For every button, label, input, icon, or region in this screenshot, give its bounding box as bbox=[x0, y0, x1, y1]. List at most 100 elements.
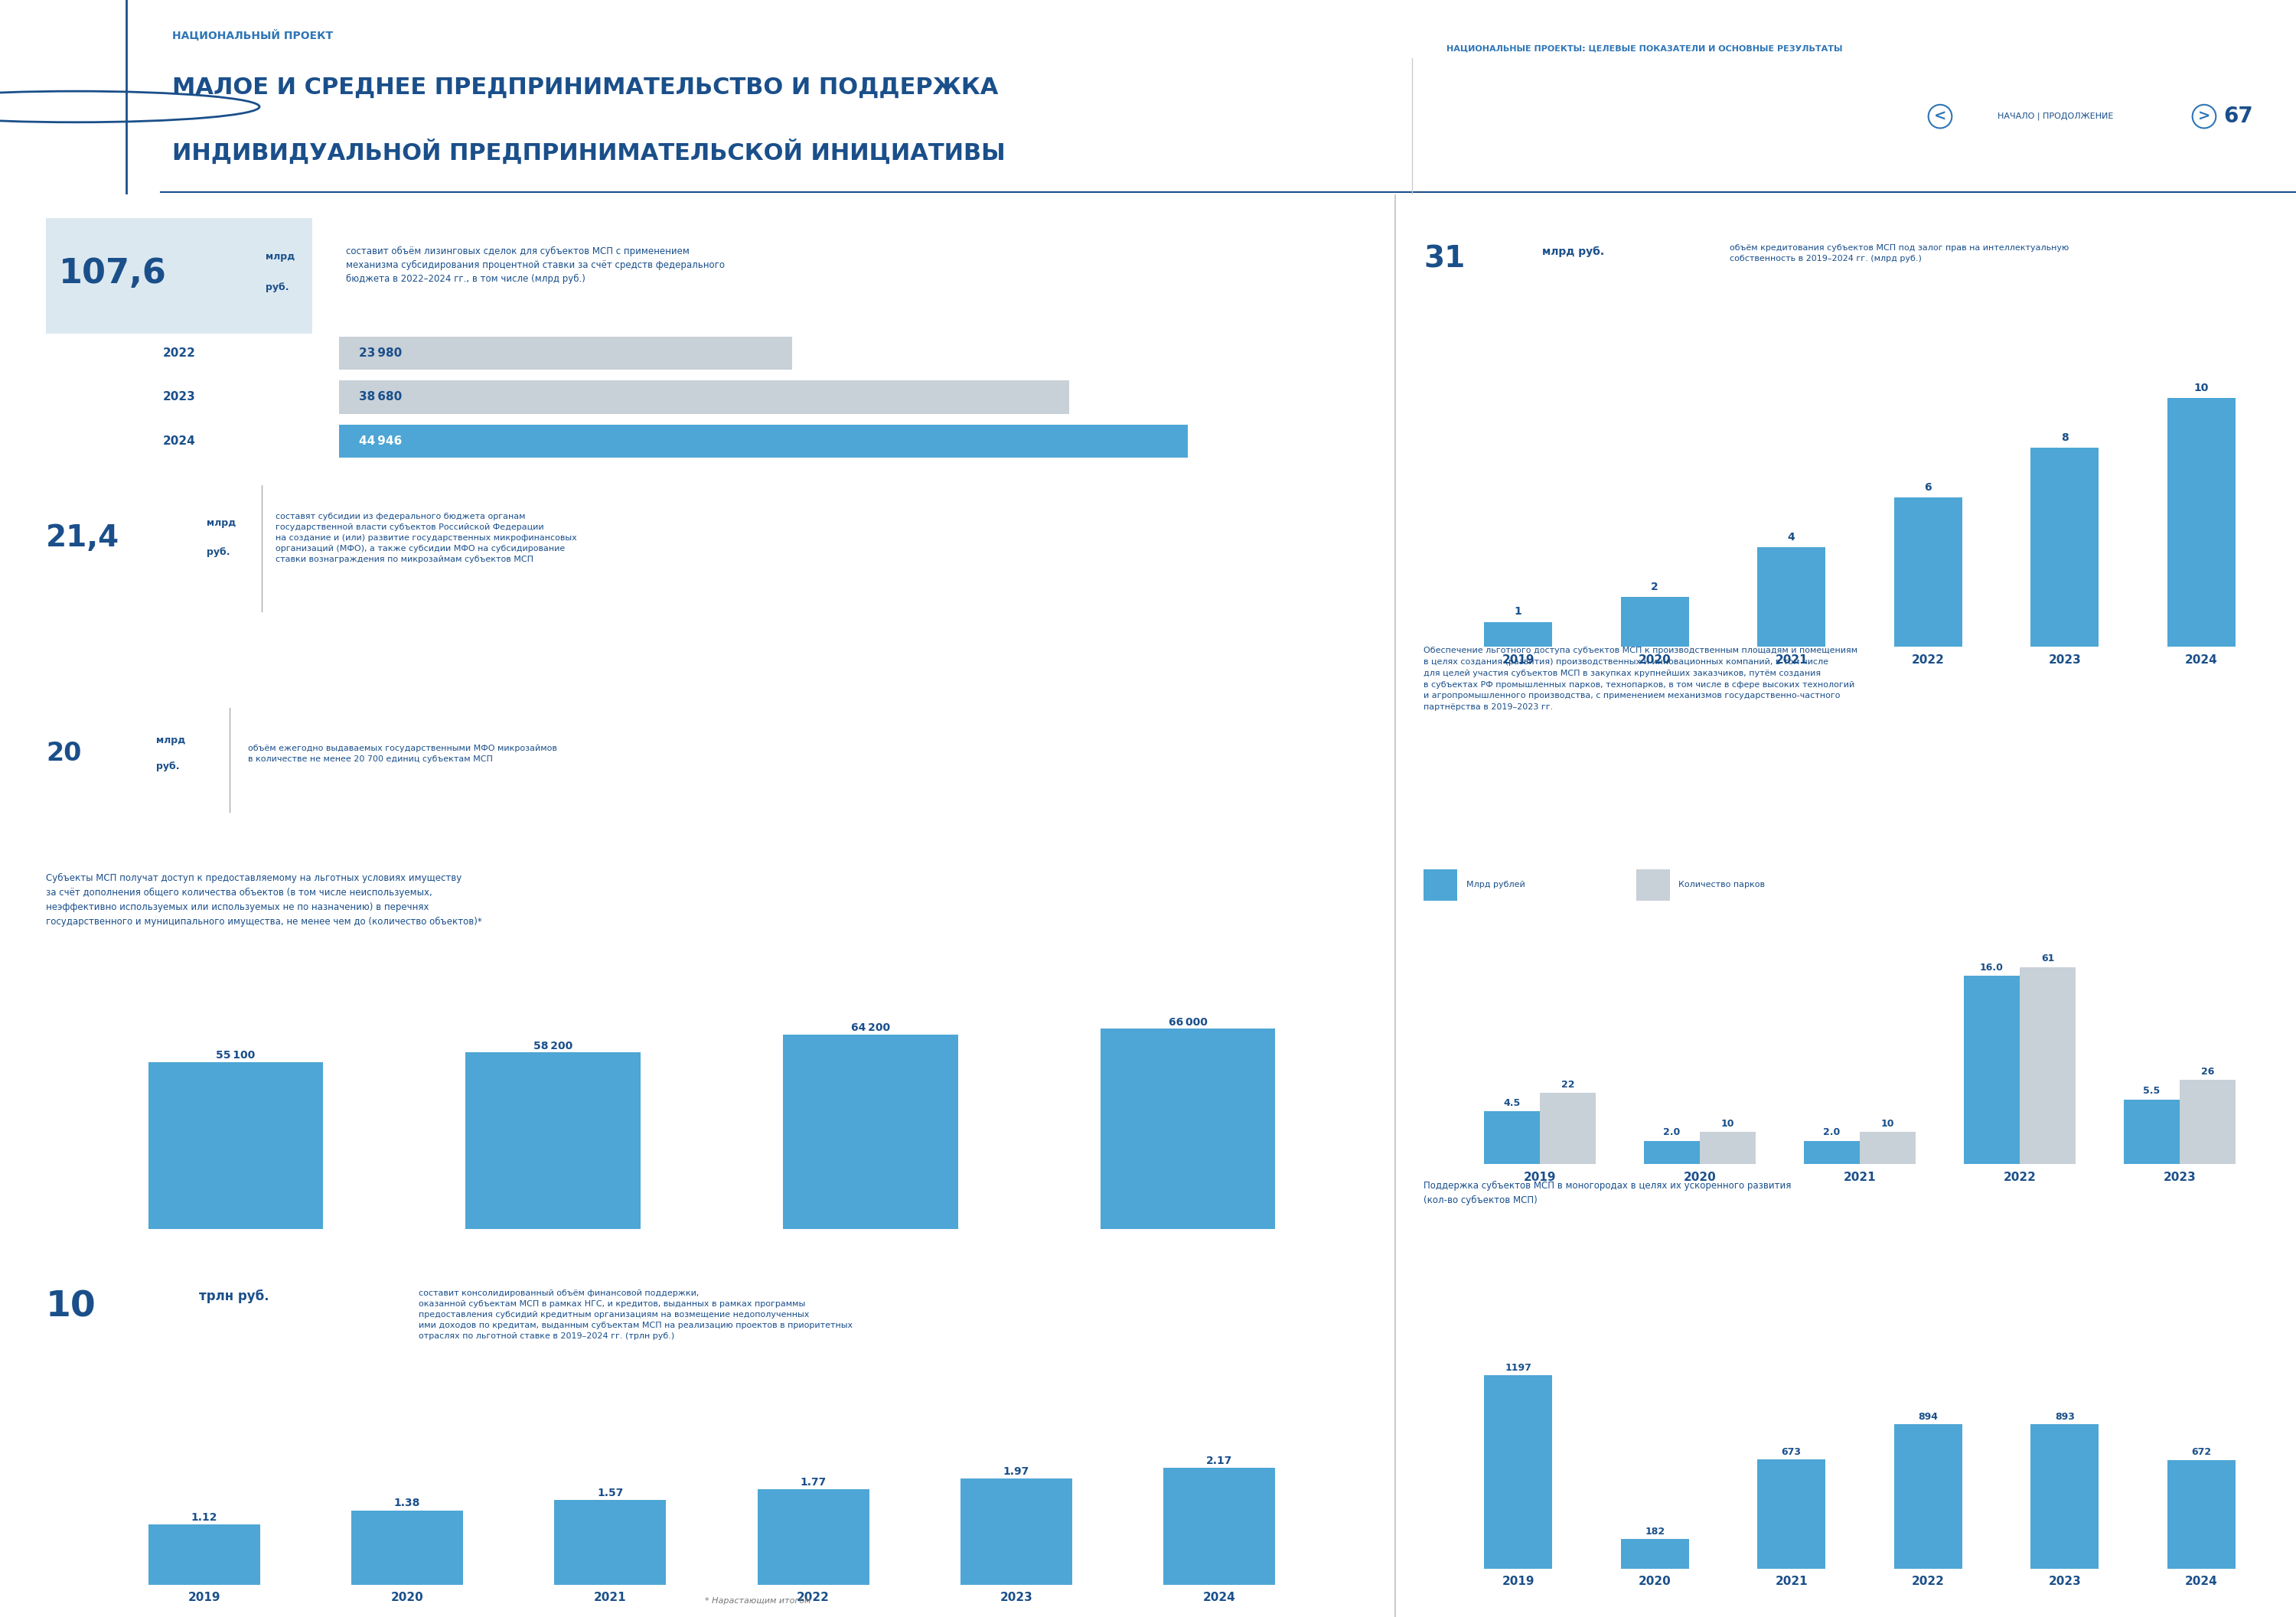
Text: 6: 6 bbox=[1924, 482, 1931, 493]
Text: 5.5: 5.5 bbox=[2142, 1087, 2161, 1096]
Bar bbox=[1424, 870, 1458, 901]
Text: 1.97: 1.97 bbox=[1003, 1467, 1029, 1476]
Text: МАЛОЕ И СРЕДНЕЕ ПРЕДПРИНИМАТЕЛЬСТВО И ПОДДЕРЖКА: МАЛОЕ И СРЕДНЕЕ ПРЕДПРИНИМАТЕЛЬСТВО И ПО… bbox=[172, 76, 999, 99]
Text: 2022: 2022 bbox=[163, 348, 195, 359]
Text: 2023: 2023 bbox=[163, 391, 195, 403]
Text: составят субсидии из федерального бюджета органам
государственной власти субъект: составят субсидии из федерального бюджет… bbox=[276, 513, 576, 563]
Bar bbox=[2030, 448, 2099, 647]
Text: трлн руб.: трлн руб. bbox=[200, 1290, 269, 1303]
Text: 10: 10 bbox=[1880, 1119, 1894, 1129]
Text: 672: 672 bbox=[2190, 1447, 2211, 1457]
Text: 2024: 2024 bbox=[163, 435, 195, 446]
Text: млрд: млрд bbox=[207, 517, 236, 527]
Text: 16.0: 16.0 bbox=[1979, 962, 2004, 972]
Text: Млрд рублей: Млрд рублей bbox=[1465, 881, 1525, 889]
Bar bbox=[1621, 597, 1690, 647]
Bar bbox=[2167, 1460, 2236, 1568]
Bar bbox=[340, 380, 1070, 414]
Text: 67: 67 bbox=[2225, 105, 2252, 128]
Text: Субъекты МСП получат доступ к предоставляемому на льготных условиях имуществу
за: Субъекты МСП получат доступ к предоставл… bbox=[46, 873, 482, 927]
Bar bbox=[783, 1035, 957, 1229]
Text: 1197: 1197 bbox=[1504, 1363, 1531, 1373]
Text: >: > bbox=[2197, 110, 2211, 123]
Text: 2.0: 2.0 bbox=[1662, 1127, 1681, 1137]
Bar bbox=[1756, 1460, 1825, 1568]
Text: * Нарастающим итогом: * Нарастающим итогом bbox=[705, 1598, 810, 1604]
Text: 1: 1 bbox=[1515, 606, 1522, 618]
Bar bbox=[553, 1501, 666, 1585]
Bar bbox=[758, 1489, 870, 1585]
Bar bbox=[466, 1053, 641, 1229]
Bar bbox=[2167, 398, 2236, 647]
Text: млрд: млрд bbox=[156, 736, 186, 745]
Bar bbox=[1644, 1140, 1699, 1164]
Text: 58 200: 58 200 bbox=[533, 1041, 572, 1051]
Bar bbox=[2179, 1080, 2236, 1164]
Bar bbox=[1699, 1132, 1756, 1164]
Text: млрд: млрд bbox=[266, 252, 294, 262]
Text: 55 100: 55 100 bbox=[216, 1049, 255, 1061]
Text: 10: 10 bbox=[46, 1290, 96, 1324]
Bar bbox=[1100, 1028, 1274, 1229]
Text: 66 000: 66 000 bbox=[1169, 1017, 1208, 1028]
Bar bbox=[149, 1525, 259, 1585]
Bar bbox=[1483, 1111, 1541, 1164]
Text: объём ежегодно выдаваемых государственными МФО микрозаймов
в количестве не менее: объём ежегодно выдаваемых государственны… bbox=[248, 744, 558, 763]
Bar bbox=[1756, 547, 1825, 647]
Bar bbox=[340, 336, 792, 370]
Text: 21,4: 21,4 bbox=[46, 524, 119, 551]
Bar bbox=[1860, 1132, 1915, 1164]
Bar bbox=[2030, 1425, 2099, 1568]
Text: составит консолидированный объём финансовой поддержки,
оказанной субъектам МСП в: составит консолидированный объём финансо… bbox=[418, 1290, 852, 1340]
Bar bbox=[1894, 498, 1963, 647]
Text: 4: 4 bbox=[1789, 532, 1795, 542]
Text: 673: 673 bbox=[1782, 1447, 1802, 1457]
Bar bbox=[1805, 1140, 1860, 1164]
Bar bbox=[1635, 870, 1669, 901]
Bar bbox=[351, 1510, 464, 1585]
Bar bbox=[1894, 1425, 1963, 1568]
Text: 23 980: 23 980 bbox=[358, 348, 402, 359]
Text: руб.: руб. bbox=[266, 283, 289, 293]
Text: руб.: руб. bbox=[207, 548, 230, 558]
Text: 2.0: 2.0 bbox=[1823, 1127, 1841, 1137]
Bar bbox=[1483, 623, 1552, 647]
Bar bbox=[2124, 1100, 2179, 1164]
Text: 26: 26 bbox=[2202, 1067, 2213, 1077]
Text: 44 946: 44 946 bbox=[358, 435, 402, 446]
Bar bbox=[2020, 967, 2076, 1164]
Text: ИНДИВИДУАЛЬНОЙ ПРЕДПРИНИМАТЕЛЬСКОЙ ИНИЦИАТИВЫ: ИНДИВИДУАЛЬНОЙ ПРЕДПРИНИМАТЕЛЬСКОЙ ИНИЦИ… bbox=[172, 139, 1006, 163]
Bar bbox=[1164, 1468, 1274, 1585]
Text: 893: 893 bbox=[2055, 1412, 2076, 1421]
Text: 1.57: 1.57 bbox=[597, 1488, 625, 1499]
Text: 1.12: 1.12 bbox=[191, 1512, 218, 1523]
Text: Поддержка субъектов МСП в моногородах в целях их ускоренного развития
(кол-во су: Поддержка субъектов МСП в моногородах в … bbox=[1424, 1180, 1791, 1205]
Text: млрд руб.: млрд руб. bbox=[1543, 246, 1605, 257]
Text: руб.: руб. bbox=[156, 762, 179, 771]
Text: 2: 2 bbox=[1651, 582, 1658, 592]
Text: 22: 22 bbox=[1561, 1080, 1575, 1090]
Text: 894: 894 bbox=[1917, 1412, 1938, 1421]
Text: 20: 20 bbox=[46, 741, 80, 766]
Text: Количество парков: Количество парков bbox=[1678, 881, 1766, 889]
Text: НАЧАЛО | ПРОДОЛЖЕНИЕ: НАЧАЛО | ПРОДОЛЖЕНИЕ bbox=[1998, 113, 2112, 120]
Text: объём кредитования субъектов МСП под залог прав на интеллектуальную
собственност: объём кредитования субъектов МСП под зал… bbox=[1729, 244, 2069, 262]
Bar bbox=[1621, 1539, 1690, 1568]
Text: <: < bbox=[1933, 110, 1947, 123]
Bar bbox=[340, 425, 1187, 458]
Text: 2.17: 2.17 bbox=[1205, 1455, 1233, 1467]
FancyBboxPatch shape bbox=[46, 218, 312, 335]
Text: 64 200: 64 200 bbox=[852, 1022, 891, 1033]
Bar bbox=[1541, 1093, 1596, 1164]
Bar bbox=[1963, 977, 2020, 1164]
Text: НАЦИОНАЛЬНЫЙ ПРОЕКТ: НАЦИОНАЛЬНЫЙ ПРОЕКТ bbox=[172, 29, 333, 40]
Text: 10: 10 bbox=[1722, 1119, 1733, 1129]
Text: 31: 31 bbox=[1424, 244, 1465, 273]
Text: Обеспечение льготного доступа субъектов МСП к производственным площадям и помеще: Обеспечение льготного доступа субъектов … bbox=[1424, 647, 1857, 711]
Text: 4.5: 4.5 bbox=[1504, 1098, 1520, 1108]
Text: 10: 10 bbox=[2195, 382, 2209, 393]
Bar bbox=[960, 1478, 1072, 1585]
Text: 182: 182 bbox=[1644, 1526, 1665, 1536]
Text: 8: 8 bbox=[2062, 432, 2069, 443]
Bar bbox=[149, 1062, 324, 1229]
